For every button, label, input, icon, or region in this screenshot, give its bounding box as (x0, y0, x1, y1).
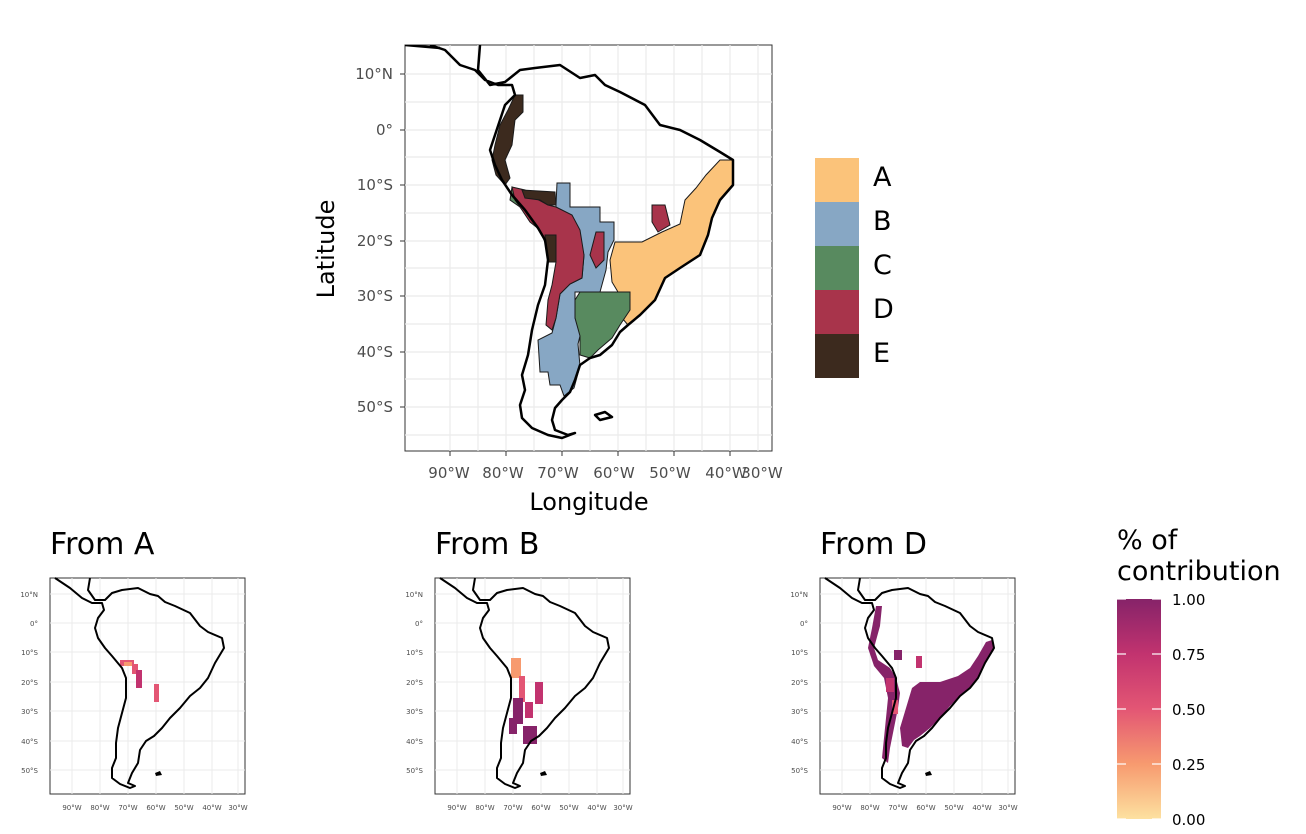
small-x-tick: 60°W (916, 804, 935, 812)
small-map-title-a: From A (50, 527, 155, 562)
small-y-tick: 10°N (20, 591, 38, 599)
colorbar-title-line2: contribution (1117, 556, 1281, 587)
legend-label-e: E (873, 338, 891, 369)
colorbar-title-line1: % of (1117, 525, 1178, 556)
small-map-title-b: From B (435, 527, 540, 562)
region-legend: A B C D E (815, 158, 935, 382)
y-tick-label: 30°S (357, 287, 393, 305)
small-map-a: 10°N 0° 10°S 20°S 30°S 40°S 50°S 90°W 80… (20, 577, 248, 812)
small-y-tick: 50°S (791, 767, 808, 775)
colorbar-tick-label: 0.75 (1172, 646, 1205, 664)
y-tick-label: 10°N (355, 65, 393, 83)
small-y-tick: 0° (415, 620, 423, 628)
small-x-tick: 30°W (613, 804, 632, 812)
small-x-tick: 60°W (146, 804, 165, 812)
small-x-tick: 70°W (888, 804, 907, 812)
small-x-tick: 90°W (832, 804, 851, 812)
main-map: 90°W 80°W 70°W 60°W 50°W 40°W 30°W 10°N … (312, 44, 783, 516)
south-america-outline (429, 45, 735, 440)
x-tick-label: 50°W (649, 464, 691, 482)
small-x-tick: 80°W (860, 804, 879, 812)
y-tick-label: 40°S (357, 343, 393, 361)
small-y-tick: 40°S (21, 738, 38, 746)
colorbar-tick-label: 0.00 (1172, 811, 1205, 829)
legend-label-d: D (873, 294, 894, 325)
x-tick-label: 30°W (741, 464, 783, 482)
small-y-tick: 30°S (21, 708, 38, 716)
region-c (574, 291, 631, 359)
small-y-tick: 30°S (791, 708, 808, 716)
small-x-tick: 90°W (62, 804, 81, 812)
x-tick-label: 90°W (428, 464, 470, 482)
legend-key-a (815, 158, 859, 202)
small-y-tick: 10°S (791, 649, 808, 657)
small-map-d: 10°N 0° 10°S 20°S 30°S 40°S 50°S 90°W 80… (790, 577, 1018, 812)
small-y-tick: 10°S (21, 649, 38, 657)
small-x-tick: 70°W (503, 804, 522, 812)
x-tick-label: 40°W (705, 464, 747, 482)
small-y-tick: 20°S (21, 679, 38, 687)
x-tick-label: 80°W (482, 464, 524, 482)
small-x-tick: 40°W (587, 804, 606, 812)
small-x-tick: 40°W (972, 804, 991, 812)
x-tick-label: 60°W (593, 464, 635, 482)
colorbar-tick-label: 0.25 (1172, 756, 1205, 774)
small-x-tick: 30°W (228, 804, 247, 812)
colorbar: 1.00 0.75 0.50 0.25 0.00 (1117, 591, 1205, 829)
x-tick-label: 70°W (537, 464, 579, 482)
legend-label-a: A (873, 162, 892, 193)
small-x-tick: 50°W (944, 804, 963, 812)
small-y-tick: 40°S (406, 738, 423, 746)
y-tick-label: 20°S (357, 232, 393, 250)
small-x-tick: 30°W (998, 804, 1017, 812)
small-y-tick: 20°S (791, 679, 808, 687)
legend-label-c: C (873, 250, 892, 281)
small-y-tick: 0° (800, 620, 808, 628)
small-x-tick: 50°W (174, 804, 193, 812)
small-map-b: 10°N 0° 10°S 20°S 30°S 40°S 50°S 90°W 80… (405, 577, 633, 812)
x-axis-title: Longitude (529, 488, 648, 516)
legend-label-b: B (873, 206, 892, 237)
small-y-tick: 0° (30, 620, 38, 628)
small-x-tick: 70°W (118, 804, 137, 812)
colorbar-tick-label: 0.50 (1172, 701, 1205, 719)
colorbar-title: % of contribution (1117, 525, 1281, 587)
small-y-tick: 50°S (406, 767, 423, 775)
y-axis-title: Latitude (312, 200, 340, 299)
small-y-tick: 40°S (791, 738, 808, 746)
small-y-tick: 10°N (790, 591, 808, 599)
legend-key-c (815, 246, 859, 290)
colorbar-tick-label: 1.00 (1172, 591, 1205, 609)
small-x-tick: 40°W (202, 804, 221, 812)
legend-key-b (815, 202, 859, 246)
small-x-tick: 80°W (475, 804, 494, 812)
small-x-tick: 80°W (90, 804, 109, 812)
small-y-tick: 10°N (405, 591, 423, 599)
legend-key-d (815, 290, 859, 334)
legend-key-e (815, 334, 859, 378)
y-tick-label: 0° (376, 121, 393, 139)
small-map-title-d: From D (820, 527, 927, 562)
small-x-tick: 90°W (447, 804, 466, 812)
small-y-tick: 10°S (406, 649, 423, 657)
region-e (491, 94, 524, 186)
y-tick-label: 50°S (357, 398, 393, 416)
small-y-tick: 20°S (406, 679, 423, 687)
small-x-tick: 60°W (531, 804, 550, 812)
small-y-tick: 50°S (21, 767, 38, 775)
small-x-tick: 50°W (559, 804, 578, 812)
y-tick-label: 10°S (357, 176, 393, 194)
small-y-tick: 30°S (406, 708, 423, 716)
